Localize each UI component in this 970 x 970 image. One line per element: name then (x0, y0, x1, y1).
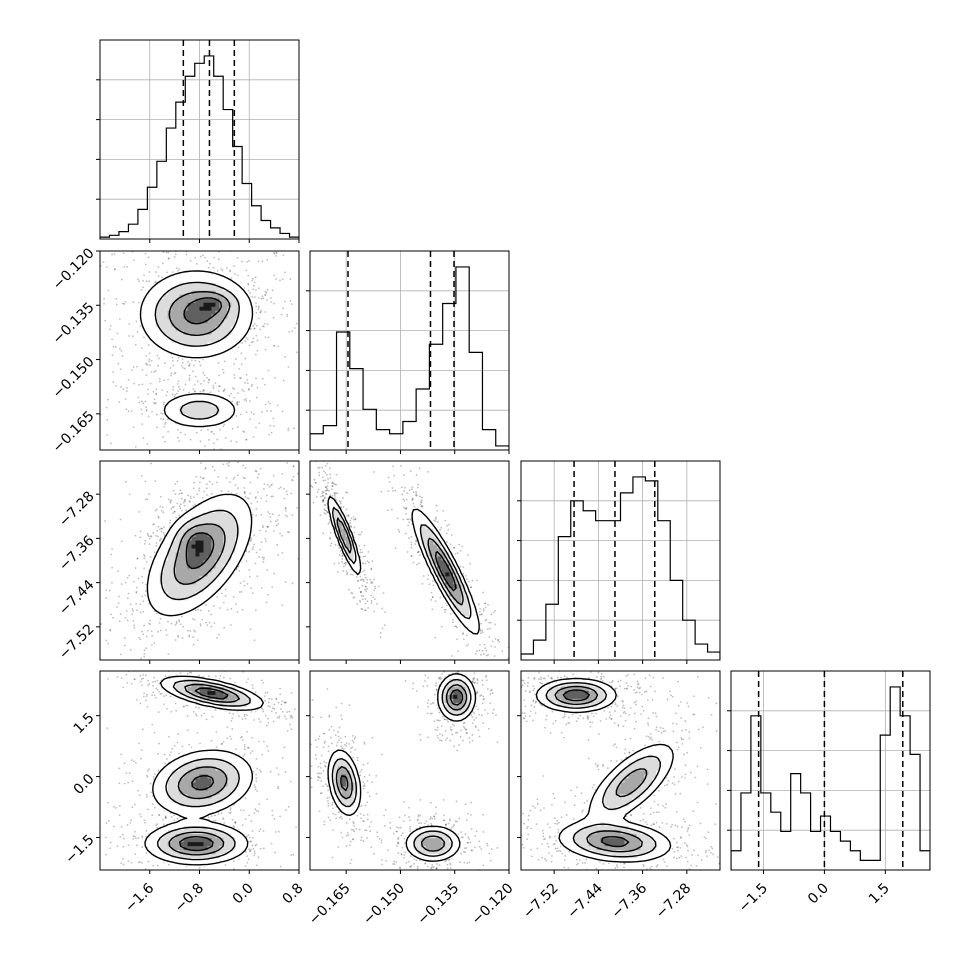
histogram-frame (309, 250, 510, 451)
y-tick-label: 1.5 (71, 710, 98, 737)
y-tick-label: −1.5 (62, 832, 97, 867)
density-contours (139, 270, 254, 428)
x-tick-label: −7.28 (653, 880, 695, 922)
x-tick-label: −0.165 (306, 880, 354, 928)
y-tick-label: 0.0 (71, 771, 98, 798)
histogram-frame (730, 670, 931, 871)
pair-panel-1-3 (310, 671, 499, 870)
histogram-frame (520, 460, 721, 661)
scatter-points (310, 461, 509, 660)
x-tick-label: −0.135 (414, 880, 462, 928)
density-contours (146, 493, 253, 617)
y-tick-label: −0.150 (50, 354, 98, 402)
pair-panel-2-3 (521, 671, 720, 870)
density-fill (329, 496, 478, 633)
density-contours (327, 495, 480, 635)
density-contours (327, 673, 477, 862)
pair-panel-1-2 (310, 461, 509, 660)
y-tick-label: −0.120 (50, 245, 98, 293)
x-tick-label: −0.8 (172, 880, 207, 915)
x-tick-label: 1.5 (866, 880, 893, 907)
x-tick-label: −7.44 (564, 880, 606, 922)
histogram-step-2 (521, 476, 720, 660)
y-tick-label: −0.135 (50, 300, 98, 348)
pair-frame (520, 670, 721, 871)
density-contours (535, 677, 674, 863)
x-tick-label: −1.6 (122, 880, 157, 915)
density-fill (147, 492, 252, 617)
y-tick-label: −7.52 (56, 621, 98, 663)
density-contours (144, 675, 264, 866)
pair-panel-0-2 (100, 461, 299, 660)
x-tick-label: −1.5 (736, 880, 771, 915)
histogram-step-3 (731, 686, 930, 870)
pair-panel-0-3 (100, 671, 297, 870)
histogram-step-0 (100, 55, 299, 239)
x-tick-label: 0.8 (280, 880, 307, 907)
y-tick-label: −7.36 (56, 533, 98, 575)
x-tick-label: −0.150 (360, 880, 408, 928)
x-tick-label: −7.36 (609, 880, 651, 922)
density-fill (536, 678, 673, 863)
y-tick-label: −0.165 (50, 408, 98, 456)
density-fill (139, 270, 252, 427)
pair-panel-0-1 (100, 251, 298, 450)
x-tick-label: −0.120 (469, 880, 517, 928)
x-tick-label: −7.52 (520, 880, 562, 922)
pair-frame (309, 460, 510, 661)
x-tick-label: 0.0 (805, 880, 832, 907)
x-tick-label: 0.0 (230, 880, 257, 907)
y-tick-label: −7.44 (56, 577, 98, 619)
y-tick-label: −7.28 (56, 489, 98, 531)
histogram-step-1 (310, 266, 509, 450)
pair-frame (309, 670, 510, 871)
density-fill (143, 674, 264, 867)
